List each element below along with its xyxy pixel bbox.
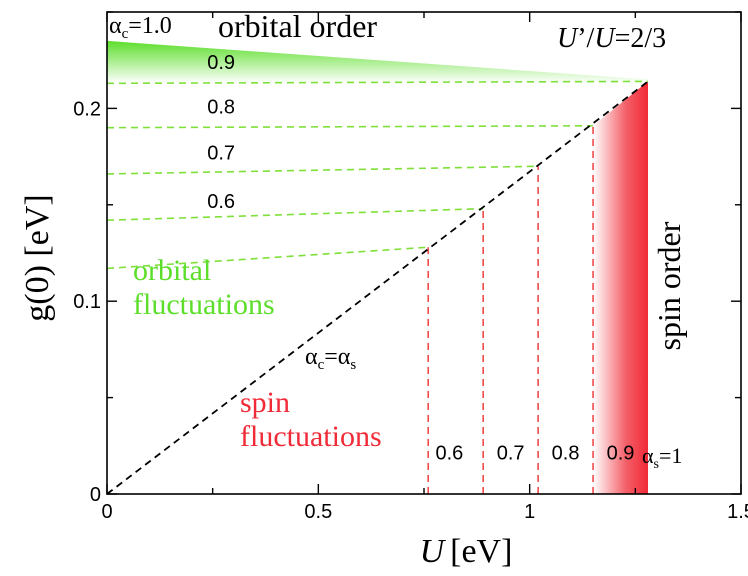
contour-lines [106, 80, 649, 495]
alpha-c-contour-label: 0.9 [207, 52, 235, 74]
x-tick-label: 1.5 [727, 501, 748, 523]
x-axis-title: U [eV] [420, 533, 513, 570]
spin-fluctuations-label: spin fluctuations [240, 386, 382, 453]
y-tick-label: 0.1 [73, 291, 101, 313]
alpha-c-contour-1 [106, 124, 594, 129]
y-tick-label: 0.2 [73, 98, 101, 120]
spin-order-label: spin order [651, 221, 687, 350]
alpha-c-contour-label: 0.7 [207, 143, 235, 165]
orbital-fluctuations-label: orbital fluctuations [133, 254, 275, 321]
boundary-line [106, 80, 649, 495]
order-regions [107, 40, 649, 495]
alpha-c-top-label: αc=1.0 [109, 13, 172, 42]
y-tick-label: 0 [90, 484, 101, 506]
alpha-s-edge-label: αs=1 [642, 443, 682, 472]
alpha-s-contour-label: 0.9 [607, 442, 635, 464]
x-tick-label: 0 [101, 501, 112, 523]
orbital-order-label: orbital order [218, 8, 377, 44]
y-axis-title: g(0) [eV] [19, 194, 56, 321]
ratio-label: U’/U=2/3 [557, 23, 666, 54]
alpha-s-contour-label: 0.8 [552, 442, 580, 464]
orbital-order-region [107, 40, 649, 84]
alpha-c-contour-4 [106, 246, 429, 270]
x-tick-label: 0.5 [304, 501, 332, 523]
alpha-s-contour-label: 0.6 [435, 442, 463, 464]
axis-ticks [106, 11, 742, 495]
x-tick-label: 1 [524, 501, 535, 523]
spin-order-region [593, 81, 649, 495]
alpha-s-contour-label: 0.7 [497, 442, 525, 464]
alpha-c-contour-label: 0.6 [207, 191, 235, 213]
alpha-c-contour-2 [106, 165, 539, 175]
alpha-c-contour-label: 0.8 [207, 96, 235, 118]
chart-labels: 0.9 0.8 0.7 0.6 0.6 0.7 0.8 0.9 0 0.5 1 1.5 0 0.1 0.2 [73, 52, 748, 523]
boundary-line-label: αc=αs [305, 344, 356, 373]
alpha-c-contour-3 [106, 207, 484, 222]
alpha-c-contour-0 [106, 80, 649, 85]
